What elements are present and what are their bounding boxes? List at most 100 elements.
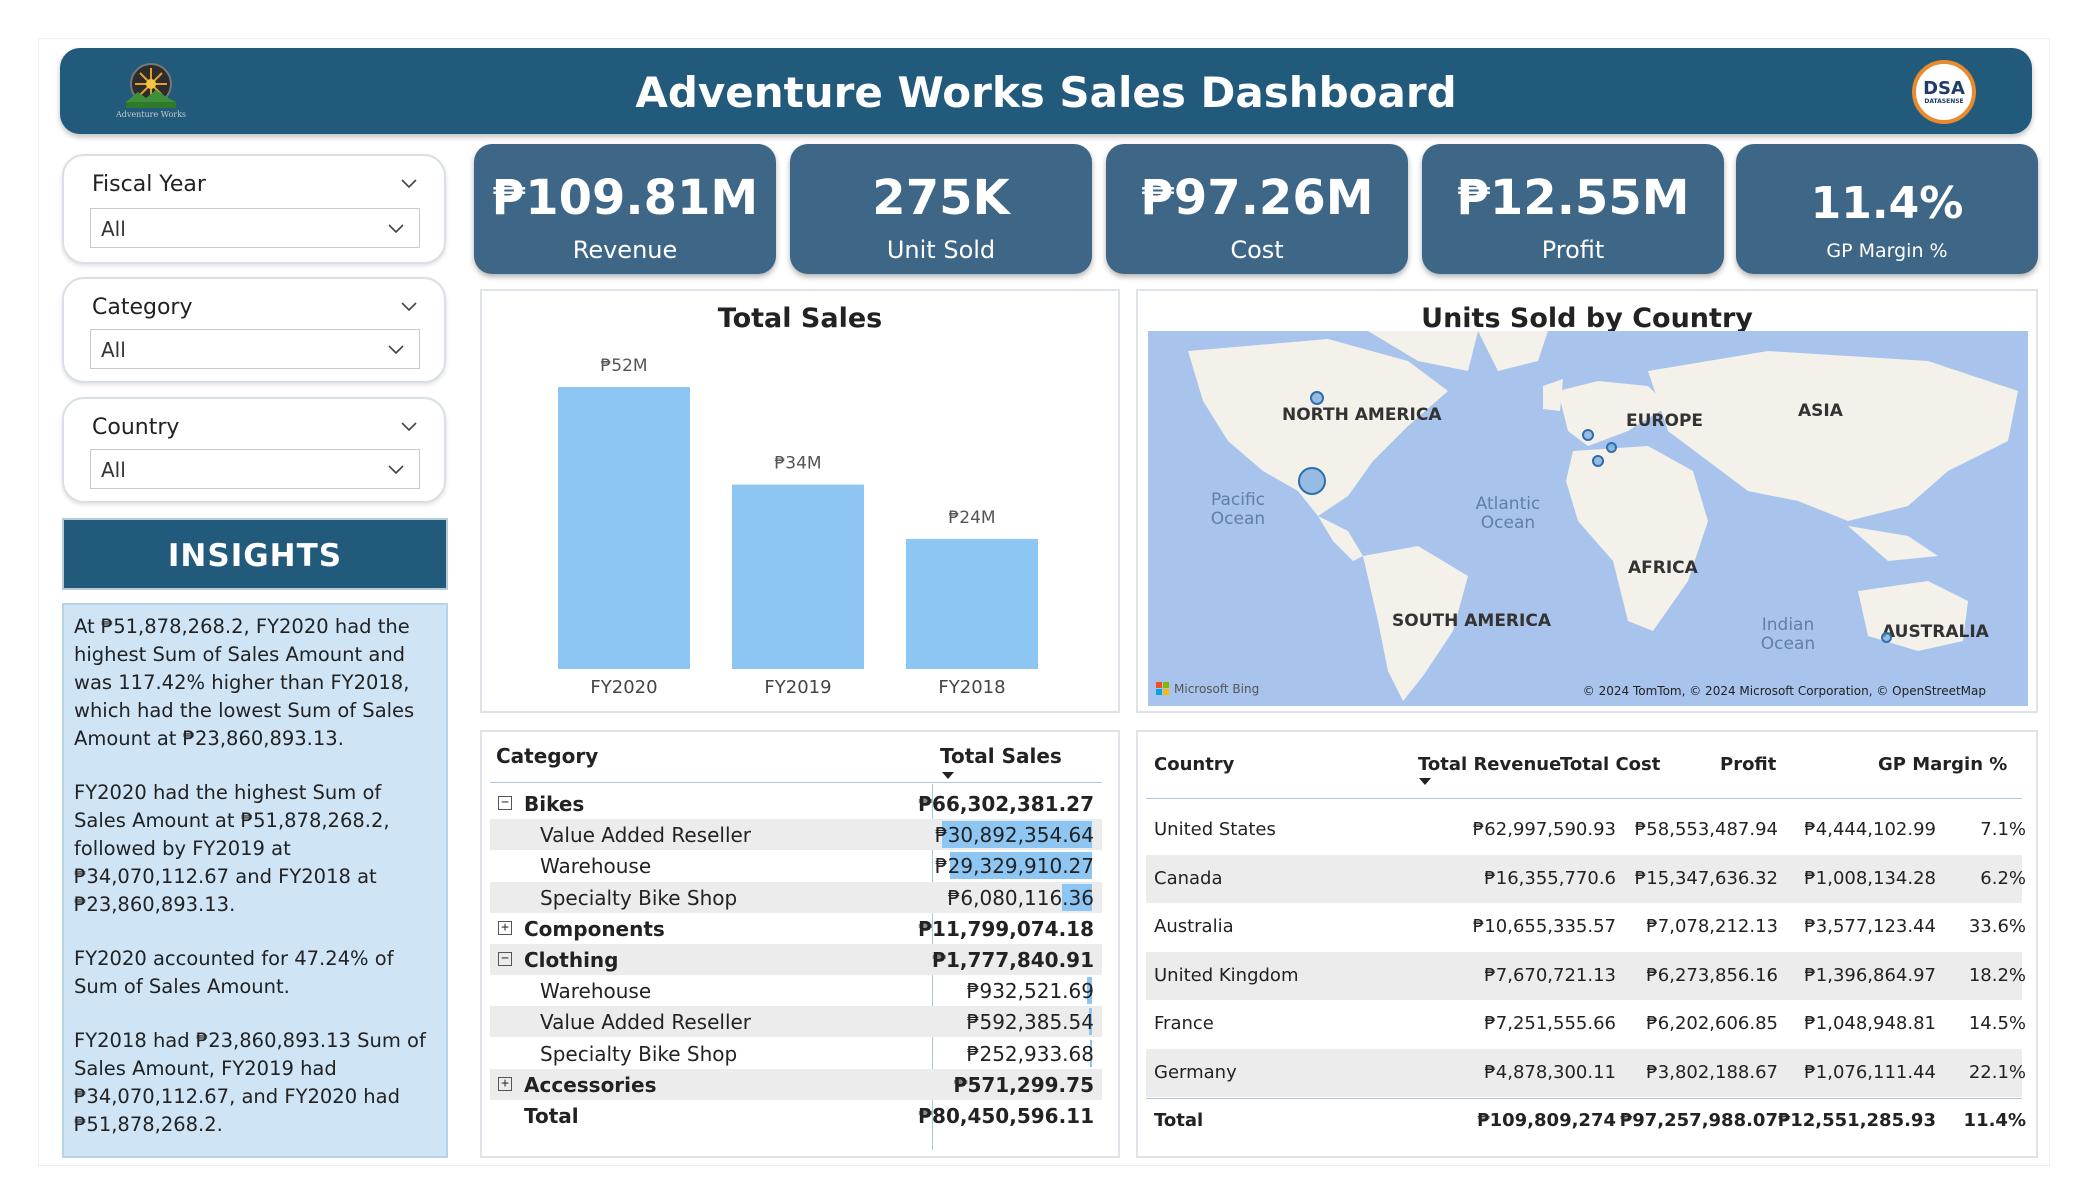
continent-label: ASIA	[1798, 401, 1843, 421]
insight-paragraph: At ₱51,878,268.2, FY2020 had the highest…	[74, 615, 415, 750]
kpi-label: Unit Sold	[886, 236, 996, 264]
matrix-row[interactable]: Value Added Reseller ₱30,892,354.64	[490, 819, 1102, 851]
header-divider	[1146, 798, 2022, 799]
map-bubble-united-kingdom[interactable]	[1582, 429, 1594, 441]
dashboard-title: Adventure Works Sales Dashboard	[635, 68, 1457, 117]
map-bubble-germany[interactable]	[1606, 442, 1617, 453]
bar-fy2020[interactable]	[558, 387, 690, 669]
matrix-row[interactable]: + Components ₱11,799,074.18	[490, 913, 1102, 944]
table-total-row: Total ₱109,809,274 ₱97,257,988.07 ₱12,551,2…	[1146, 1097, 2026, 1145]
row-value: ₱252,933.68	[966, 1041, 1094, 1066]
kpi-value: 275K	[872, 170, 1010, 226]
country-dropdown[interactable]: All	[90, 449, 420, 489]
country-table[interactable]: Country Total Revenue Total Cost Profit …	[1136, 730, 2038, 1158]
header-banner: Adventure Works Adventure Works Sales Da…	[60, 48, 2032, 134]
row-label: Bikes	[524, 792, 585, 816]
data-label: ₱52M	[600, 356, 647, 376]
row-value: ₱30,892,354.64	[934, 823, 1094, 848]
expand-icon[interactable]: +	[498, 1076, 512, 1091]
total-sales-chart[interactable]: Total Sales ₱52M FY2020 ₱34M FY2019 ₱24M FY20…	[480, 289, 1120, 713]
chevron-down-icon[interactable]	[387, 219, 405, 237]
table-row[interactable]: United Kingdom ₱7,670,721.13 ₱6,273,856.16…	[1146, 951, 2026, 1000]
row-label: Value Added Reseller	[540, 823, 752, 848]
matrix-row[interactable]: Specialty Bike Shop ₱252,933.68	[490, 1038, 1102, 1069]
chevron-down-icon[interactable]	[400, 174, 418, 192]
fiscal-year-slicer[interactable]: Fiscal Year All	[62, 154, 446, 264]
map-bubble-australia[interactable]	[1881, 632, 1892, 643]
matrix-row[interactable]: Warehouse ₱932,521.69	[490, 975, 1102, 1006]
sort-descending-icon[interactable]	[942, 772, 954, 779]
profit-cell: ₱1,048,948.81	[1804, 1013, 1936, 1034]
kpi-card-revenue[interactable]: ₱109.81M Revenue	[474, 144, 776, 274]
matrix-row[interactable]: Warehouse ₱29,329,910.27	[490, 850, 1102, 881]
kpi-card-gp-margin[interactable]: 11.4% GP Margin %	[1736, 144, 2038, 274]
kpi-card-units[interactable]: 275K Unit Sold	[790, 144, 1092, 274]
chevron-down-icon[interactable]	[400, 417, 418, 435]
chevron-down-icon[interactable]	[387, 340, 405, 358]
column-header-total-sales[interactable]: Total Sales	[940, 744, 1062, 768]
cost-cell: ₱58,553,487.94	[1634, 819, 1778, 840]
kpi-card-cost[interactable]: ₱97.26M Cost	[1106, 144, 1408, 274]
matrix-row[interactable]: − Clothing ₱1,777,840.91	[490, 944, 1102, 975]
row-label: Accessories	[524, 1072, 657, 1097]
cost-cell: ₱7,078,212.13	[1646, 916, 1778, 937]
chart-title: Total Sales	[717, 303, 883, 334]
profit-cell: ₱4,444,102.99	[1804, 819, 1936, 840]
matrix-row[interactable]: − Bikes ₱66,302,381.27	[490, 788, 1102, 819]
column-header-total-cost[interactable]: Total Cost	[1560, 754, 1661, 775]
country-cell: Canada	[1154, 867, 1223, 889]
column-header-country[interactable]: Country	[1154, 754, 1235, 775]
units-by-country-map[interactable]: Units Sold by Country	[1136, 289, 2038, 713]
category-sales-matrix[interactable]: Category Total Sales − Bikes ₱66,302,381.2…	[480, 730, 1120, 1158]
column-header-total-revenue[interactable]: Total Revenue	[1418, 754, 1562, 775]
data-bar	[1087, 977, 1092, 1005]
table-row[interactable]: Canada ₱16,355,770.6 ₱15,347,636.32 ₱1,008,…	[1146, 854, 2026, 903]
table-row[interactable]: United States ₱62,997,590.93 ₱58,553,487.9…	[1146, 806, 2026, 854]
column-header-category[interactable]: Category	[496, 744, 599, 768]
continent-label: SOUTH AMERICA	[1392, 611, 1551, 631]
category-slicer[interactable]: Category All	[62, 277, 446, 383]
bar-fy2018[interactable]	[906, 538, 1038, 669]
fiscal-year-dropdown[interactable]: All	[90, 208, 420, 248]
world-map[interactable]: NORTH AMERICA EUROPE ASIA AFRICA SOUTH A…	[1148, 331, 2028, 706]
collapse-icon[interactable]: −	[498, 952, 512, 966]
datasense-logo-text: DATASENSE	[1924, 97, 1964, 105]
bar-fy2019[interactable]	[732, 484, 864, 669]
column-header-gp-margin[interactable]: GP Margin %	[1878, 754, 2008, 775]
category-dropdown[interactable]: All	[90, 329, 420, 369]
total-label: Total	[524, 1104, 579, 1128]
bing-logo: Microsoft Bing	[1156, 682, 1259, 696]
country-slicer[interactable]: Country All	[62, 397, 446, 503]
sort-descending-icon[interactable]	[1419, 778, 1431, 785]
matrix-row[interactable]: + Accessories ₱571,299.75	[490, 1068, 1102, 1100]
matrix-row[interactable]: Value Added Reseller ₱592,385.54	[490, 1006, 1102, 1038]
collapse-icon[interactable]: −	[498, 796, 512, 810]
cost-cell: ₱97,257,988.07	[1619, 1110, 1778, 1131]
row-value: ₱29,329,910.27	[934, 854, 1094, 879]
kpi-value: ₱109.81M	[491, 170, 759, 226]
row-value: ₱1,777,840.91	[932, 948, 1094, 972]
table-row[interactable]: France ₱7,251,555.66 ₱6,202,606.85 ₱1,048,9…	[1146, 1000, 2026, 1048]
column-header-profit[interactable]: Profit	[1720, 754, 1777, 775]
matrix-row[interactable]: Specialty Bike Shop ₱6,080,116.36	[490, 881, 1102, 913]
chevron-down-icon[interactable]	[400, 297, 418, 315]
x-tick-label: FY2020	[590, 677, 657, 698]
chevron-down-icon[interactable]	[387, 460, 405, 478]
map-bubble-united-states[interactable]	[1298, 467, 1326, 495]
gp-margin-cell: 14.5%	[1968, 1013, 2026, 1034]
row-value: ₱592,385.54	[966, 1010, 1094, 1035]
row-value: ₱11,799,074.18	[918, 916, 1094, 941]
map-bubble-canada[interactable]	[1310, 391, 1324, 405]
map-bubble-france[interactable]	[1592, 455, 1604, 467]
header-divider	[490, 782, 1102, 783]
map-attribution[interactable]: © 2024 TomTom, © 2024 Microsoft Corporat…	[1582, 684, 1986, 698]
cost-cell: ₱15,347,636.32	[1634, 867, 1778, 889]
revenue-cell: ₱109,809,274	[1477, 1110, 1616, 1131]
ocean-label: Pacific Ocean	[1210, 490, 1266, 529]
table-row[interactable]: Australia ₱10,655,335.57 ₱7,078,212.13 ₱3,5…	[1146, 903, 2026, 951]
table-row[interactable]: Germany ₱4,878,300.11 ₱3,802,188.67 ₱1,076,…	[1146, 1048, 2026, 1097]
kpi-card-profit[interactable]: ₱12.55M Profit	[1422, 144, 1724, 274]
cost-cell: ₱3,802,188.67	[1646, 1061, 1778, 1083]
expand-icon[interactable]: +	[498, 920, 512, 935]
datasense-logo: DSA DATASENSE	[1912, 60, 1976, 124]
